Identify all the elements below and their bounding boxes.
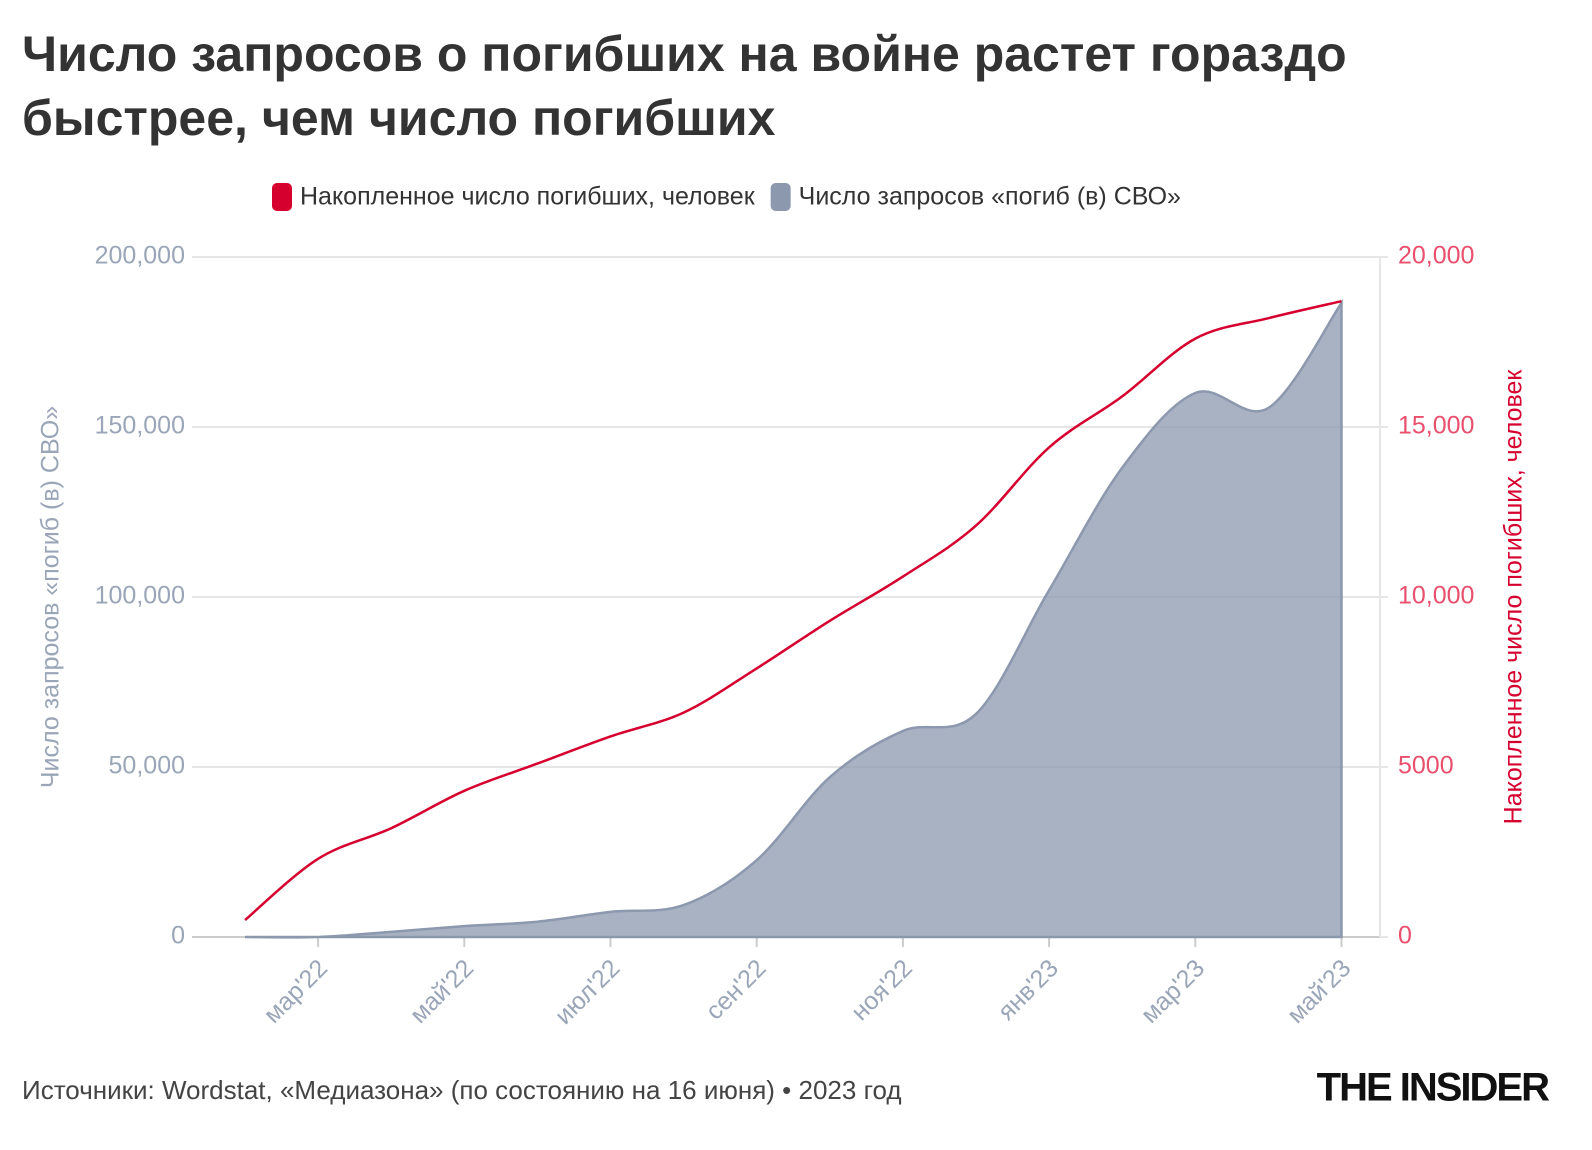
legend-label: Накопленное число погибших, человек <box>300 183 756 211</box>
y-tick-label: 150,000 <box>95 412 185 440</box>
y2-tick-label: 5000 <box>1398 752 1454 780</box>
x-tick-label: май'23 <box>1282 954 1357 1029</box>
y2-tick-label: 0 <box>1398 922 1412 950</box>
y2-axis-title: Накопленное число погибших, человек <box>1500 369 1528 825</box>
x-tick-label: ноя'22 <box>846 954 918 1026</box>
y2-tick-label: 10,000 <box>1398 582 1474 610</box>
x-tick-label: май'22 <box>405 954 480 1029</box>
x-tick-label: июл'22 <box>550 954 626 1030</box>
y-tick-label: 50,000 <box>109 752 185 780</box>
y-tick-label: 100,000 <box>95 582 185 610</box>
chart-title: Число запросов о погибших на войне расте… <box>22 26 1347 146</box>
legend-label: Число запросов «погиб (в) СВО» <box>799 183 1181 211</box>
x-tick-label: мар'23 <box>1136 954 1211 1029</box>
x-tick-label: мар'22 <box>258 954 333 1029</box>
y-tick-label: 200,000 <box>95 242 185 270</box>
source: Источники: Wordstat, «Медиазона» (по сос… <box>22 1075 902 1105</box>
y-axis-title: Число запросов «погиб (в) СВО» <box>37 406 65 788</box>
x-tick-label: янв'23 <box>992 954 1064 1026</box>
y2-tick-label: 20,000 <box>1398 242 1474 270</box>
y-tick-label: 0 <box>171 922 185 950</box>
logo: THE INSIDER <box>1317 1066 1550 1110</box>
line <box>244 299 1342 921</box>
area <box>244 298 1343 939</box>
x-tick-label: сен'22 <box>700 954 771 1025</box>
legend-swatch <box>770 183 791 211</box>
legend-swatch <box>272 183 292 211</box>
y2-tick-label: 15,000 <box>1398 412 1474 440</box>
